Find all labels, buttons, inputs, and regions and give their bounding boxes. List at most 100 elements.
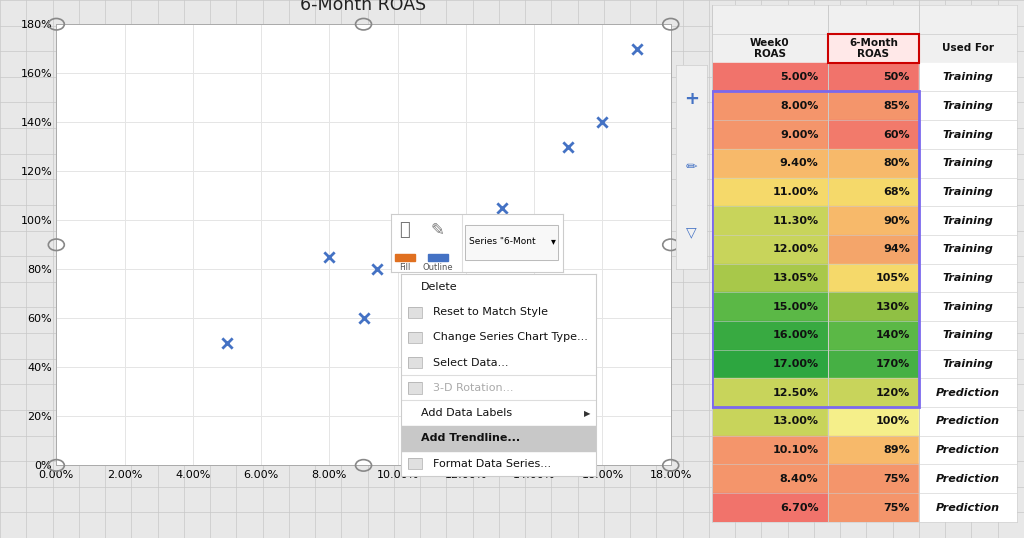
Bar xyxy=(712,264,827,292)
Bar xyxy=(920,149,1017,178)
Point xyxy=(629,45,645,53)
Bar xyxy=(827,235,920,264)
Bar xyxy=(712,436,827,464)
Bar xyxy=(827,493,920,522)
Text: 9.40%: 9.40% xyxy=(779,158,818,168)
Text: Prediction: Prediction xyxy=(936,388,1000,398)
Bar xyxy=(920,436,1017,464)
Text: 13.00%: 13.00% xyxy=(772,416,818,427)
Point xyxy=(494,204,510,213)
Point xyxy=(594,118,610,126)
Text: 130%: 130% xyxy=(876,302,910,312)
Bar xyxy=(920,407,1017,436)
Text: 120%: 120% xyxy=(876,388,910,398)
Title: 6-Month ROAS: 6-Month ROAS xyxy=(300,0,427,15)
Bar xyxy=(827,264,920,292)
Text: 90%: 90% xyxy=(884,216,910,225)
Text: 100%: 100% xyxy=(876,416,910,427)
Text: 10.10%: 10.10% xyxy=(772,445,818,455)
Bar xyxy=(827,34,920,63)
Text: Fill: Fill xyxy=(399,263,411,272)
Text: Change Series Chart Type...: Change Series Chart Type... xyxy=(432,332,588,342)
Bar xyxy=(712,206,827,235)
Text: 94%: 94% xyxy=(883,244,910,254)
Bar xyxy=(409,383,422,393)
Text: 11.00%: 11.00% xyxy=(772,187,818,197)
Text: ✎: ✎ xyxy=(431,221,444,239)
Text: 15.00%: 15.00% xyxy=(772,302,818,312)
Bar xyxy=(827,292,920,321)
Bar xyxy=(409,332,422,343)
Bar xyxy=(409,332,422,343)
Text: 8.40%: 8.40% xyxy=(780,474,818,484)
Bar xyxy=(712,407,827,436)
Text: 105%: 105% xyxy=(876,273,910,283)
Text: ⟑: ⟑ xyxy=(399,221,411,239)
Text: Add Trendline...: Add Trendline... xyxy=(421,433,520,443)
Text: ▶: ▶ xyxy=(584,408,590,417)
Bar xyxy=(712,63,827,91)
Bar xyxy=(428,254,447,261)
Text: ✏: ✏ xyxy=(685,160,697,174)
Text: 140%: 140% xyxy=(876,330,910,341)
Point xyxy=(219,338,236,347)
Text: Prediction: Prediction xyxy=(936,502,1000,513)
Bar xyxy=(409,307,422,318)
Text: Format Data Series...: Format Data Series... xyxy=(432,458,551,469)
Text: Training: Training xyxy=(942,187,993,197)
Text: 60%: 60% xyxy=(884,130,910,139)
Text: 75%: 75% xyxy=(884,474,910,484)
Text: 6-Month
ROAS: 6-Month ROAS xyxy=(849,38,898,59)
Bar xyxy=(920,235,1017,264)
Bar xyxy=(920,464,1017,493)
Text: 85%: 85% xyxy=(884,101,910,111)
Text: 6.70%: 6.70% xyxy=(780,502,818,513)
Point xyxy=(458,231,474,239)
Text: 11.30%: 11.30% xyxy=(772,216,818,225)
Text: 50%: 50% xyxy=(884,72,910,82)
Bar xyxy=(712,120,827,149)
Text: Training: Training xyxy=(942,130,993,139)
Text: Prediction: Prediction xyxy=(936,416,1000,427)
Text: 9.00%: 9.00% xyxy=(780,130,818,139)
Point xyxy=(369,265,385,274)
Text: Add Data Labels: Add Data Labels xyxy=(421,408,512,418)
Bar xyxy=(712,91,920,407)
Bar xyxy=(712,235,827,264)
Text: 170%: 170% xyxy=(876,359,910,369)
Text: Training: Training xyxy=(942,302,993,312)
Bar xyxy=(465,225,558,260)
Bar xyxy=(827,464,920,493)
Point xyxy=(434,240,451,249)
Text: Training: Training xyxy=(942,72,993,82)
Bar xyxy=(827,407,920,436)
Bar xyxy=(920,91,1017,120)
Bar xyxy=(920,350,1017,378)
Point xyxy=(355,314,372,323)
Bar xyxy=(920,321,1017,350)
Text: Training: Training xyxy=(942,330,993,341)
Bar xyxy=(827,321,920,350)
Text: Prediction: Prediction xyxy=(936,445,1000,455)
Point xyxy=(424,294,440,303)
Bar xyxy=(395,254,416,261)
Text: Training: Training xyxy=(942,101,993,111)
Text: Training: Training xyxy=(942,273,993,283)
Bar xyxy=(920,378,1017,407)
Text: Training: Training xyxy=(942,359,993,369)
Bar xyxy=(712,464,827,493)
Bar xyxy=(401,426,596,451)
Text: ▾: ▾ xyxy=(551,237,555,246)
Bar xyxy=(712,292,827,321)
Bar xyxy=(827,378,920,407)
Bar xyxy=(409,357,422,369)
Bar xyxy=(712,91,827,120)
Text: ▽: ▽ xyxy=(686,225,696,239)
Text: 17.00%: 17.00% xyxy=(772,359,818,369)
Bar xyxy=(712,149,827,178)
Text: Training: Training xyxy=(942,158,993,168)
Point xyxy=(560,143,577,151)
Bar xyxy=(827,436,920,464)
Point xyxy=(322,253,338,261)
Text: 12.00%: 12.00% xyxy=(772,244,818,254)
